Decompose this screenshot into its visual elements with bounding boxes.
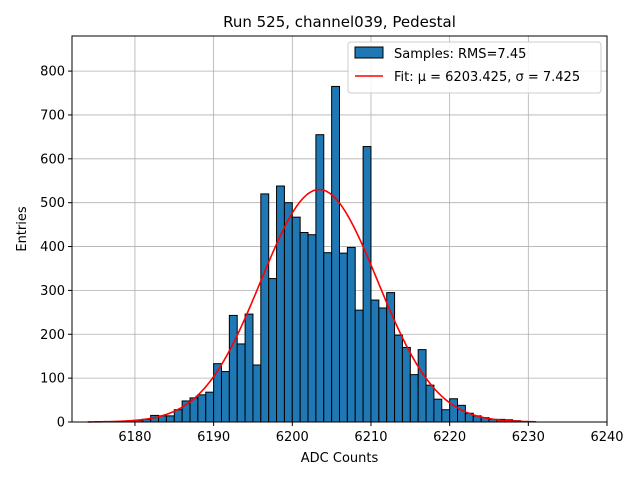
y-axis-ticks: 0 100 200 300 400 500 600 700 800 <box>40 65 72 431</box>
histogram-bar <box>299 232 309 423</box>
y-tick-label: 0 <box>57 416 65 431</box>
histogram-bar <box>197 394 207 423</box>
histogram-bar <box>205 391 215 423</box>
chart-title: Run 525, channel039, Pedestal <box>223 13 456 31</box>
histogram-bar <box>228 314 238 423</box>
y-tick-label: 100 <box>40 372 65 387</box>
fit-curve <box>87 188 537 423</box>
histogram-bar <box>409 374 419 423</box>
legend-box <box>347 41 602 94</box>
histogram-bar <box>346 246 356 423</box>
histogram-bar <box>425 384 435 423</box>
x-tick-label: 6240 <box>590 430 623 445</box>
histogram-bar <box>331 85 341 423</box>
y-tick-label: 600 <box>40 152 65 167</box>
y-axis-label: Entries <box>15 206 30 252</box>
y-tick-label: 700 <box>40 108 65 123</box>
x-axis-ticks: 6180 6190 6200 6210 6220 6230 6240 <box>118 422 624 445</box>
x-tick-label: 6180 <box>118 430 151 445</box>
histogram-bar <box>165 415 175 423</box>
histogram-bar <box>276 185 285 423</box>
x-tick-label: 6230 <box>512 430 545 445</box>
histogram-bar <box>260 193 270 423</box>
y-tick-label: 800 <box>40 65 65 80</box>
histogram-bar <box>339 252 348 423</box>
histogram-bar <box>252 364 262 423</box>
histogram-bar <box>213 363 222 423</box>
y-tick-label: 300 <box>40 284 65 299</box>
histogram-bars <box>118 85 521 423</box>
x-tick-label: 6200 <box>276 430 309 445</box>
legend-swatch-samples <box>354 46 384 59</box>
histogram-bar <box>236 343 246 423</box>
histogram-bar <box>449 398 459 423</box>
histogram-bar <box>394 334 403 423</box>
histogram-bar <box>315 134 325 423</box>
histogram-bar <box>433 398 443 423</box>
histogram-bar <box>323 252 333 423</box>
x-axis-label: ADC Counts <box>301 451 379 466</box>
x-tick-label: 6190 <box>197 430 230 445</box>
plot-frame <box>71 35 608 423</box>
histogram-bar <box>220 371 230 423</box>
x-tick-label: 6220 <box>433 430 466 445</box>
legend-label-fit: Fit: μ = 6203.425, σ = 7.425 <box>394 70 580 85</box>
histogram-bar <box>283 202 293 423</box>
histogram-bar <box>401 346 411 423</box>
histogram-bar <box>378 307 388 423</box>
histogram-bar <box>362 146 372 423</box>
histogram-bar <box>268 278 278 423</box>
histogram-bar <box>307 234 317 423</box>
histogram-bar <box>354 309 364 423</box>
histogram-bar <box>441 409 451 423</box>
y-tick-label: 200 <box>40 328 65 343</box>
histogram-bar <box>370 299 380 423</box>
y-tick-label: 400 <box>40 240 65 255</box>
histogram-bar <box>417 349 427 423</box>
histogram-bar <box>291 216 301 423</box>
histogram-bar <box>244 313 254 423</box>
legend: Samples: RMS=7.45 Fit: μ = 6203.425, σ =… <box>347 41 602 94</box>
legend-label-samples: Samples: RMS=7.45 <box>394 47 526 62</box>
y-tick-label: 500 <box>40 196 65 211</box>
x-tick-label: 6210 <box>354 430 387 445</box>
